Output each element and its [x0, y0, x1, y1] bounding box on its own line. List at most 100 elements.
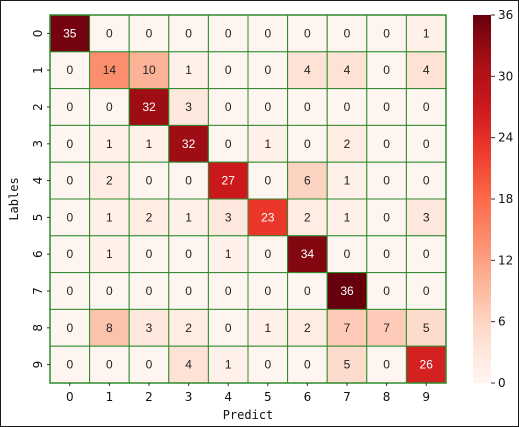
heatmap-cell: [405, 272, 447, 310]
cell-value-label: 0: [423, 284, 430, 298]
cell-value-label: 0: [304, 100, 311, 114]
y-tick-label: 0: [31, 30, 45, 38]
cell-value-label: 10: [142, 63, 156, 77]
x-tick-label: 5: [264, 390, 272, 404]
cell-value-label: 0: [146, 174, 153, 188]
heatmap-cell: [366, 161, 407, 200]
cell-value-label: 0: [146, 358, 153, 372]
heatmap-cell: [247, 161, 289, 200]
heatmap-cell: [326, 235, 368, 274]
heatmap-cell: [247, 124, 289, 163]
heatmap-cell: [366, 14, 407, 53]
heatmap-cell: [326, 308, 368, 347]
cell-value-label: 0: [66, 358, 73, 372]
y-axis-label: Lables: [7, 177, 21, 220]
heatmap-cell: [49, 88, 91, 126]
cell-value-label: 0: [304, 26, 311, 40]
cell-value-label: 1: [106, 137, 113, 151]
cell-value-label: 0: [383, 137, 390, 151]
cell-value-label: 0: [264, 284, 271, 298]
cell-value-label: 6: [304, 174, 311, 188]
cell-value-label: 0: [383, 26, 390, 40]
heatmap-cell: [326, 198, 368, 237]
y-tick-label: 6: [31, 250, 45, 258]
heatmap-cell: [326, 51, 368, 90]
cell-value-label: 1: [344, 174, 351, 188]
cell-value-label: 1: [225, 358, 232, 372]
heatmap-cell: [326, 272, 368, 310]
cell-value-label: 1: [106, 247, 113, 261]
y-tick-label: 8: [31, 324, 45, 332]
cell-value-label: 0: [383, 100, 390, 114]
cell-value-label: 7: [344, 321, 351, 335]
cell-value-label: 14: [103, 63, 117, 77]
cell-value-label: 1: [264, 321, 271, 335]
heatmap-cell: [128, 272, 170, 310]
cell-value-label: 0: [304, 358, 311, 372]
heatmap-cell: [247, 272, 289, 310]
cell-value-label: 0: [225, 26, 232, 40]
heatmap-cell: [168, 161, 209, 200]
heatmap-cell: [128, 235, 170, 274]
cell-value-label: 0: [66, 63, 73, 77]
heatmap-cell: [247, 235, 289, 274]
cell-value-label: 0: [383, 284, 390, 298]
cell-value-label: 0: [225, 321, 232, 335]
cell-value-label: 0: [264, 26, 271, 40]
heatmap-cell: [49, 161, 91, 200]
heatmap-cell: [89, 198, 130, 237]
colorbar-tick-label: 6: [498, 315, 506, 329]
x-tick-label: 0: [66, 390, 74, 404]
heatmap-cells: 35 0 0 0 0 0 0 0 0 10 14 10 1 0 0 4 4 0 40 0 32 3 0 0 0 0 0 00 1 1 32 0…: [49, 14, 447, 384]
heatmap-cell: [287, 88, 328, 126]
cell-value-label: 0: [225, 63, 232, 77]
heatmap-cell: [405, 308, 447, 347]
heatmap-cell: [128, 198, 170, 237]
y-tick-label: 2: [31, 103, 45, 111]
cell-value-label: 0: [344, 100, 351, 114]
x-tick-label: 6: [304, 390, 312, 404]
cell-value-label: 0: [383, 358, 390, 372]
colorbar-tick-label: 24: [498, 131, 513, 145]
cell-value-label: 0: [106, 100, 113, 114]
y-tick-label: 1: [31, 66, 45, 74]
heatmap-cell: [128, 51, 170, 90]
cell-value-label: 3: [423, 210, 430, 224]
cell-value-label: 0: [146, 26, 153, 40]
heatmap-cell: [287, 345, 328, 384]
cell-value-label: 2: [344, 137, 351, 151]
matrix-border: [49, 14, 447, 384]
cell-value-label: 0: [225, 137, 232, 151]
colorbar-gradient: [473, 15, 491, 383]
heatmap-cell: [287, 161, 328, 200]
cell-value-label: 1: [106, 210, 113, 224]
cell-value-label: 4: [185, 358, 192, 372]
heatmap-cell: [168, 272, 209, 310]
x-tick-label: 8: [383, 390, 391, 404]
cell-value-label: 7: [383, 321, 390, 335]
cell-value-label: 3: [146, 321, 153, 335]
cell-value-label: 32: [182, 137, 196, 151]
y-tick-label: 5: [31, 214, 45, 222]
heatmap-cell: [168, 308, 209, 347]
cell-value-label: 0: [106, 358, 113, 372]
heatmap-cell: [49, 51, 91, 90]
cell-value-label: 2: [146, 210, 153, 224]
cell-value-label: 1: [264, 137, 271, 151]
cell-value-label: 0: [423, 174, 430, 188]
heatmap-cell: [366, 51, 407, 90]
x-axis-label: Predict: [223, 408, 274, 422]
cell-value-label: 5: [344, 358, 351, 372]
heatmap-cell: [207, 198, 249, 237]
cell-value-label: 3: [225, 210, 232, 224]
cell-value-label: 0: [106, 284, 113, 298]
cell-value-label: 0: [66, 174, 73, 188]
cell-value-label: 0: [264, 63, 271, 77]
cell-value-label: 0: [264, 100, 271, 114]
cell-value-label: 2: [185, 321, 192, 335]
cell-value-label: 0: [225, 284, 232, 298]
colorbar-tick-label: 30: [498, 69, 513, 83]
heatmap-cell: [326, 88, 368, 126]
cell-value-label: 1: [146, 137, 153, 151]
cell-value-label: 8: [106, 321, 113, 335]
